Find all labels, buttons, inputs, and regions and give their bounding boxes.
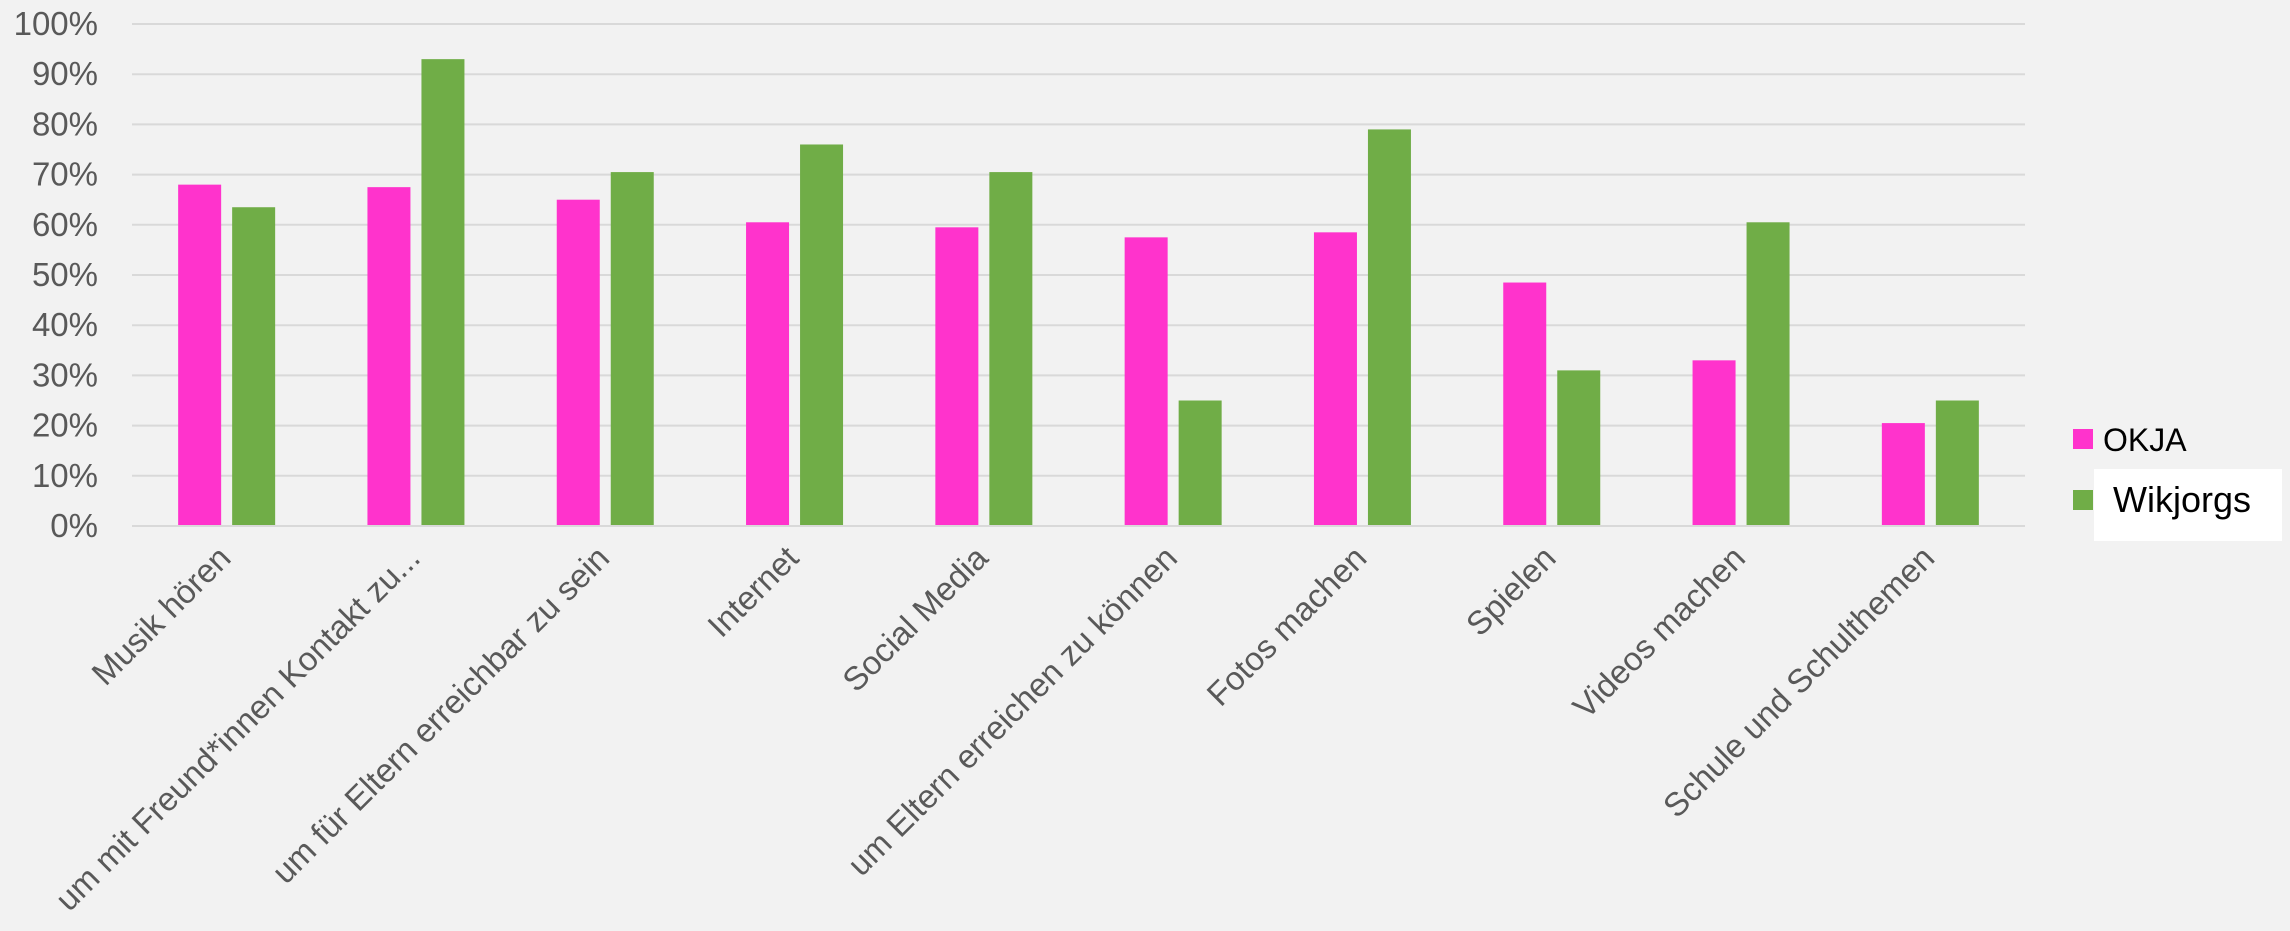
legend-label-okja: OKJA [2103, 422, 2187, 458]
y-tick-label: 0% [50, 507, 98, 544]
bar-wikjorgs-5 [1178, 400, 1222, 526]
legend-label-wikjorgs: Wikjorgs [2113, 479, 2251, 520]
bar-wikjorgs-6 [1367, 129, 1411, 527]
y-tick-label: 100% [14, 5, 98, 42]
y-tick-label: 80% [32, 105, 98, 142]
legend-label-box [2094, 469, 2282, 541]
gridlines [132, 23, 2025, 527]
bar-okja-9 [1881, 423, 1925, 526]
category-label: um für Eltern erreichbar zu sein [265, 539, 617, 891]
bar-wikjorgs-9 [1935, 400, 1979, 526]
bar-wikjorgs-7 [1557, 370, 1601, 526]
y-tick-label: 90% [32, 55, 98, 92]
legend-swatch-okja [2073, 429, 2093, 449]
legend-swatch-wikjorgs [2073, 490, 2093, 510]
y-tick-label: 20% [32, 407, 98, 444]
bar-okja-1 [367, 187, 411, 526]
category-label: Internet [700, 539, 805, 644]
bar-okja-7 [1503, 282, 1547, 526]
category-label: um Eltern erreichen zu können [840, 539, 1184, 883]
bar-wikjorgs-8 [1746, 222, 1790, 527]
bar-wikjorgs-4 [989, 172, 1033, 526]
category-label: Social Media [835, 538, 995, 698]
y-tick-label: 40% [32, 306, 98, 343]
category-label: um mit Freund*innen Kontakt zu... [48, 539, 427, 918]
bar-okja-2 [556, 199, 600, 526]
category-label: Videos machen [1565, 539, 1752, 726]
y-tick-label: 50% [32, 256, 98, 293]
bar-wikjorgs-3 [800, 144, 844, 527]
bar-okja-3 [746, 222, 790, 527]
bar-okja-6 [1313, 232, 1357, 526]
bar-wikjorgs-1 [421, 59, 465, 526]
bar-okja-8 [1692, 360, 1736, 526]
bar-wikjorgs-0 [232, 207, 276, 527]
category-label: Fotos machen [1199, 539, 1373, 713]
category-label: Musik hören [84, 539, 237, 692]
y-axis-ticks: 0% 10% 20% 30% 40% 50% 60% 70% 80% 90% 100% [14, 5, 98, 544]
category-label: Spielen [1459, 539, 1563, 643]
bar-okja-0 [178, 184, 222, 526]
legend: OKJA Wikjorgs [2073, 422, 2282, 541]
y-tick-label: 10% [32, 457, 98, 494]
bar-okja-4 [935, 227, 979, 526]
bar-okja-5 [1124, 237, 1168, 526]
bar-wikjorgs-2 [610, 172, 654, 526]
y-tick-label: 30% [32, 356, 98, 393]
y-tick-label: 60% [32, 206, 98, 243]
bars [178, 59, 1979, 527]
y-tick-label: 70% [32, 156, 98, 193]
